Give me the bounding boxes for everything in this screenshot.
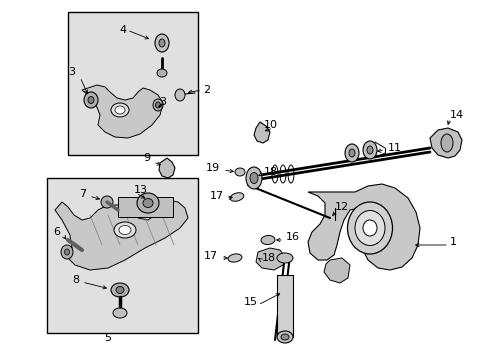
Polygon shape [324,258,349,283]
Ellipse shape [276,253,292,263]
Ellipse shape [115,106,125,114]
Ellipse shape [366,146,372,154]
Polygon shape [82,85,163,138]
Ellipse shape [84,92,98,108]
Ellipse shape [64,249,69,255]
Ellipse shape [111,103,129,117]
Ellipse shape [276,331,292,343]
Bar [276,275,292,337]
Polygon shape [307,184,419,270]
Ellipse shape [61,245,73,259]
Ellipse shape [111,283,129,297]
Text: 1: 1 [449,237,456,247]
Text: 17: 17 [209,191,224,201]
Text: 15: 15 [244,297,258,307]
Bar [68,12,198,155]
Ellipse shape [345,144,358,162]
Ellipse shape [142,198,153,207]
Ellipse shape [440,134,452,152]
Polygon shape [55,200,187,270]
Text: 6: 6 [53,227,60,237]
Ellipse shape [88,96,94,104]
Text: 11: 11 [387,143,401,153]
Ellipse shape [354,211,384,246]
Text: 12: 12 [334,202,348,212]
Ellipse shape [114,222,136,238]
Ellipse shape [261,235,274,244]
Text: 18: 18 [262,253,276,263]
Ellipse shape [362,220,376,236]
Text: 17: 17 [203,251,218,261]
Ellipse shape [155,34,169,52]
Text: 13: 13 [134,185,148,195]
Ellipse shape [245,167,262,189]
Text: 19: 19 [205,163,220,173]
Bar [47,178,198,333]
Ellipse shape [175,89,184,101]
Text: 4: 4 [120,25,127,35]
Text: 5: 5 [104,333,111,343]
Text: 2: 2 [203,85,210,95]
Ellipse shape [101,196,113,208]
Text: 3: 3 [68,67,75,77]
Text: 9: 9 [142,153,150,163]
Ellipse shape [347,202,392,254]
Ellipse shape [113,308,127,318]
Ellipse shape [157,69,167,77]
Ellipse shape [230,193,244,201]
Ellipse shape [348,149,354,157]
Polygon shape [256,248,285,270]
Text: 18: 18 [264,167,278,177]
Ellipse shape [116,287,124,293]
Ellipse shape [362,141,376,159]
Text: 16: 16 [285,232,299,242]
Text: 7: 7 [79,189,86,199]
Ellipse shape [153,99,163,111]
Ellipse shape [159,39,164,47]
Text: 14: 14 [449,110,463,120]
Ellipse shape [227,254,242,262]
Text: 10: 10 [264,120,278,130]
Ellipse shape [119,225,131,234]
Ellipse shape [155,102,160,108]
Ellipse shape [137,193,159,213]
Text: 8: 8 [72,275,79,285]
Polygon shape [429,128,461,158]
Text: 3: 3 [159,97,165,107]
Ellipse shape [281,334,288,340]
Polygon shape [253,122,269,143]
Ellipse shape [235,168,244,176]
Bar [118,197,173,217]
Polygon shape [159,158,175,178]
Ellipse shape [249,172,258,184]
